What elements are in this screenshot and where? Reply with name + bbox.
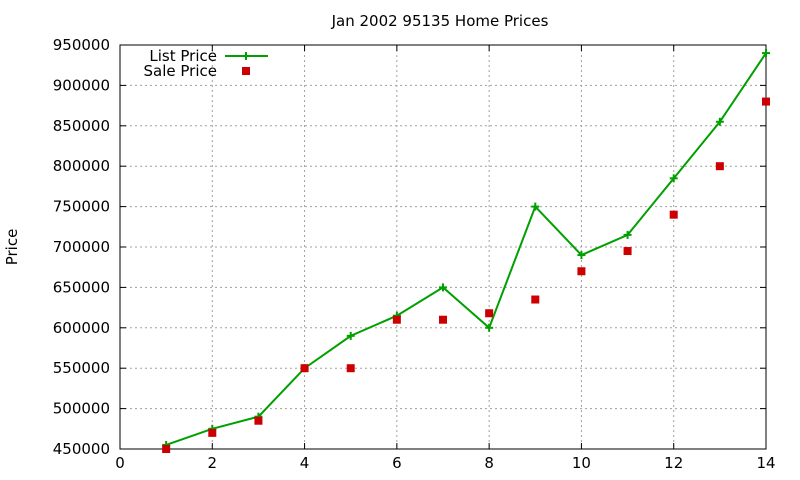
sale-price-point	[762, 97, 770, 106]
list-price-point	[531, 202, 540, 211]
sale-price-point	[669, 210, 678, 219]
sale-price-point	[715, 162, 724, 171]
x-tick-label: 10	[572, 454, 591, 472]
x-tick-label: 8	[484, 454, 494, 472]
y-tick-label: 650000	[53, 278, 110, 296]
legend-marker-list-price	[242, 52, 250, 60]
sale-price-point	[392, 315, 401, 324]
y-axis-label: Price	[3, 229, 21, 266]
list-price-point	[762, 49, 770, 58]
y-tick-label: 950000	[53, 36, 110, 54]
sale-price-point	[485, 309, 494, 318]
list-price-point	[669, 174, 678, 183]
list-price-point	[346, 331, 355, 340]
y-tick-label: 750000	[53, 198, 110, 216]
list-price-point	[577, 251, 586, 260]
x-tick-label: 6	[392, 454, 402, 472]
y-tick-label: 700000	[53, 238, 110, 256]
list-price-point	[715, 117, 724, 126]
y-tick-label: 800000	[53, 157, 110, 175]
list-price-point	[439, 283, 447, 292]
legend-symbol-list-price	[225, 52, 268, 60]
axis-ticks	[119, 44, 767, 450]
sale-price-point	[577, 267, 586, 276]
x-tick-label: 14	[756, 454, 775, 472]
legend-label-list-price: List Price	[149, 47, 217, 65]
sale-price-point	[208, 428, 217, 437]
y-tick-label: 850000	[53, 117, 110, 135]
y-tick-label: 550000	[53, 359, 110, 377]
sale-price-point	[300, 364, 309, 373]
x-tick-label: 0	[115, 454, 125, 472]
legend-label-sale-price: Sale Price	[144, 62, 217, 80]
data-series	[162, 49, 770, 453]
sale-price-point	[439, 315, 447, 324]
sale-price-point	[531, 295, 540, 304]
list-price-line	[165, 52, 767, 446]
legend: List Price Sale Price	[144, 47, 268, 80]
y-tick-label: 500000	[53, 400, 110, 418]
sale-price-point	[346, 364, 355, 373]
x-tick-label: 2	[208, 454, 218, 472]
chart-title: Jan 2002 95135 Home Prices	[331, 12, 549, 30]
legend-symbol-sale-price	[242, 67, 250, 75]
y-tick-label: 450000	[53, 440, 110, 458]
x-tick-label: 12	[664, 454, 683, 472]
legend-marker-sale-price	[242, 67, 250, 75]
list-price-point	[623, 230, 632, 239]
y-tick-label: 600000	[53, 319, 110, 337]
tick-labels: 0 2 4 6 8 10 12 14 450000 500000 550000 600000 65000…	[53, 36, 776, 472]
x-tick-label: 4	[300, 454, 310, 472]
sale-price-point	[162, 445, 171, 453]
grid-lines	[120, 45, 766, 449]
sale-price-point	[254, 416, 263, 425]
y-tick-label: 900000	[53, 76, 110, 94]
list-price-point	[485, 323, 494, 332]
sale-price-point	[623, 247, 632, 256]
